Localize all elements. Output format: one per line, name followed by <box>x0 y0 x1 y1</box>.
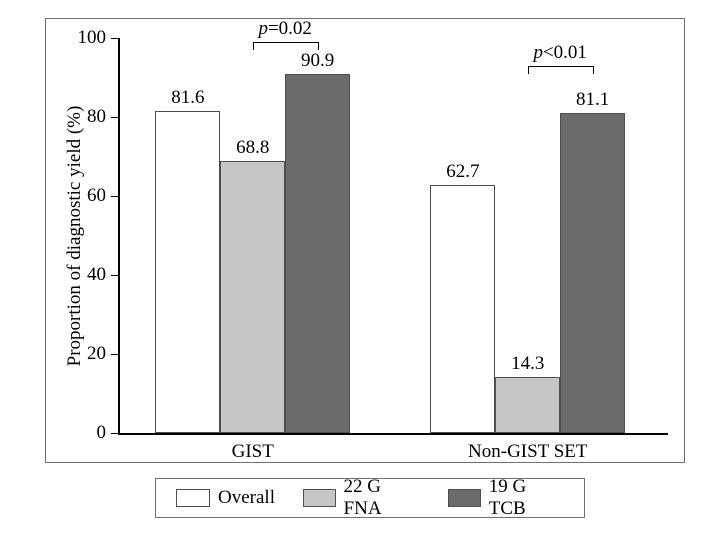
legend-swatch-22g <box>303 489 336 507</box>
bar <box>155 111 220 433</box>
y-tick-label: 100 <box>68 27 106 49</box>
legend-label-overall: Overall <box>218 487 275 509</box>
p-bracket-v <box>528 66 529 74</box>
x-tick-label: GIST <box>232 441 274 463</box>
p-bracket-h <box>528 66 593 67</box>
legend-item-19g: 19 G TCB <box>448 476 564 520</box>
y-tick-label: 60 <box>68 185 106 207</box>
bar-value-label: 62.7 <box>446 161 479 183</box>
legend-item-overall: Overall <box>176 487 275 509</box>
bar-value-label: 68.8 <box>236 137 269 159</box>
bar-value-label: 14.3 <box>511 353 544 375</box>
p-value-label: p<0.01 <box>533 42 586 64</box>
legend-swatch-19g <box>448 489 481 507</box>
y-tick-label: 40 <box>68 264 106 286</box>
x-tick-label: Non-GIST SET <box>468 441 587 463</box>
bar-value-label: 81.6 <box>171 87 204 109</box>
x-axis-line <box>118 433 668 435</box>
bar-value-label: 81.1 <box>576 89 609 111</box>
y-tick-mark <box>111 196 118 197</box>
legend-swatch-overall <box>176 489 210 507</box>
p-bracket-h <box>253 42 318 43</box>
y-tick-label: 20 <box>68 343 106 365</box>
legend-label-22g: 22 G FNA <box>344 476 421 520</box>
y-tick-mark <box>111 433 118 434</box>
bar <box>430 185 495 433</box>
y-tick-mark <box>111 354 118 355</box>
y-tick-label: 0 <box>68 422 106 444</box>
bar <box>560 113 625 433</box>
bar <box>495 377 560 433</box>
legend: Overall 22 G FNA 19 G TCB <box>155 478 585 518</box>
y-tick-mark <box>111 117 118 118</box>
legend-item-22g: 22 G FNA <box>303 476 420 520</box>
p-bracket-v <box>593 66 594 74</box>
legend-label-19g: 19 G TCB <box>489 476 564 520</box>
y-tick-mark <box>111 275 118 276</box>
y-tick-mark <box>111 38 118 39</box>
bar-value-label: 90.9 <box>301 50 334 72</box>
y-tick-label: 80 <box>68 106 106 128</box>
p-bracket-v <box>253 42 254 50</box>
figure: Proportion of diagnostic yield (%) 02040… <box>0 0 717 538</box>
p-value-label: p=0.02 <box>258 18 311 40</box>
bar <box>285 74 350 433</box>
p-bracket-v <box>318 42 319 50</box>
bar <box>220 161 285 433</box>
